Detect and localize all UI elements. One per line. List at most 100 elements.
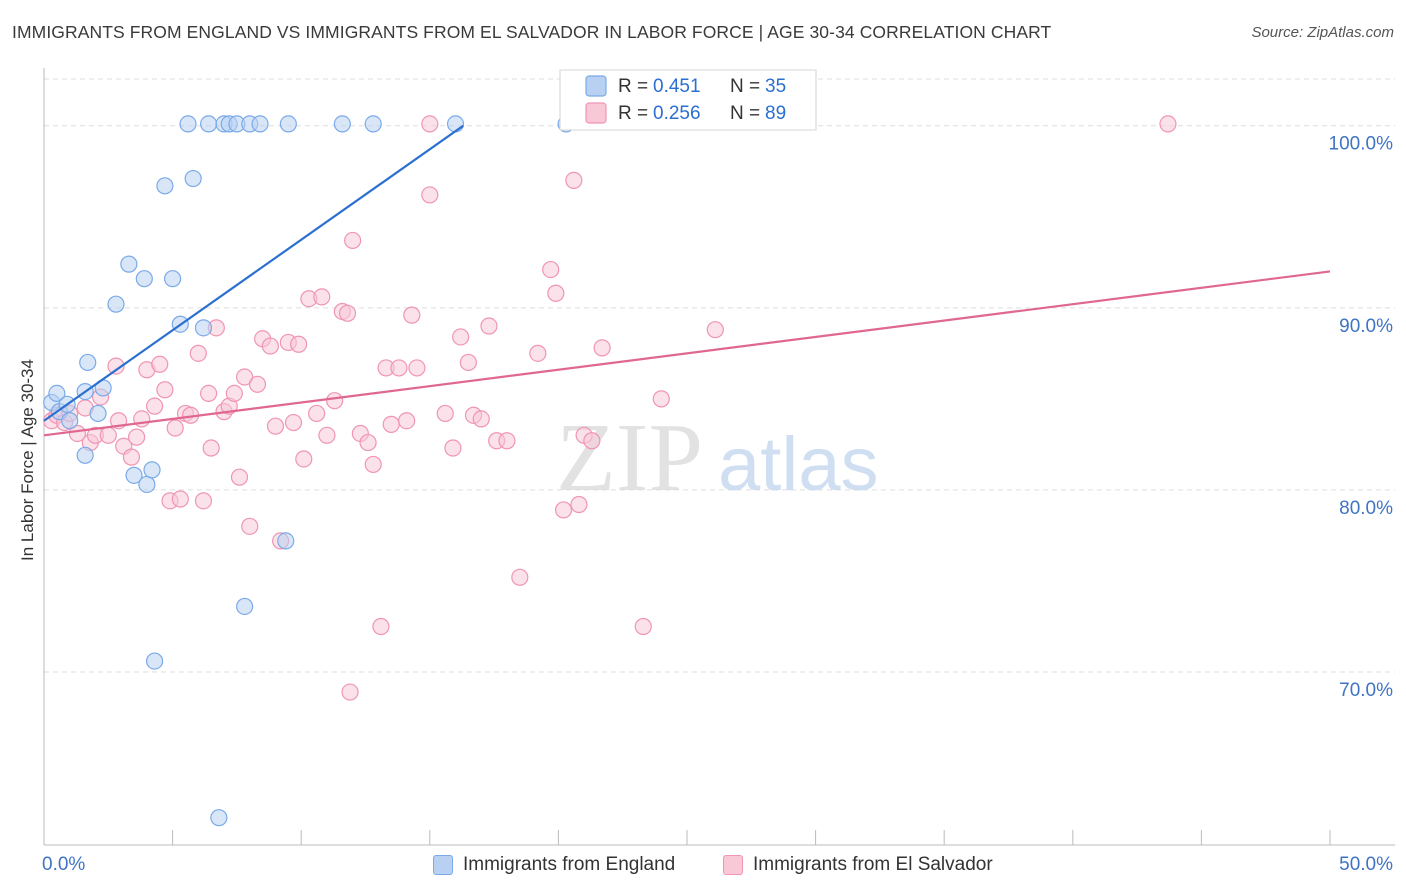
point-england-29 [333, 115, 351, 133]
y-tick-label-1: 90.0% [1339, 316, 1393, 337]
points-england [43, 115, 575, 827]
point-england-11 [120, 255, 138, 273]
point-el-salvador-48 [318, 426, 336, 444]
legend-swatch-england [585, 75, 607, 97]
legend-r-label-el-salvador: R = [618, 103, 648, 124]
point-el-salvador-28 [202, 439, 220, 457]
point-england-17 [164, 270, 182, 288]
point-england-35 [277, 532, 295, 550]
point-el-salvador-42 [284, 413, 303, 432]
point-el-salvador-21 [166, 419, 184, 437]
legend-item-england[interactable]: Immigrants from England [433, 852, 675, 878]
point-el-salvador-88 [421, 115, 439, 133]
point-el-salvador-14 [127, 428, 146, 446]
point-el-salvador-73 [511, 568, 529, 586]
trend-line-england [43, 124, 464, 422]
x-tick-label-1: 50.0% [1339, 854, 1393, 875]
point-england-10 [107, 295, 125, 313]
legend-top: R = 0.451 N = 35 R = 0.256 N = 89 [559, 69, 817, 131]
point-el-salvador-74 [529, 344, 547, 362]
point-el-salvador-33 [230, 468, 249, 486]
point-el-salvador-22 [171, 490, 189, 508]
chart-title: IMMIGRANTS FROM ENGLAND VS IMMIGRANTS FR… [12, 22, 1052, 42]
point-el-salvador-64 [436, 404, 454, 423]
legend-item-el-salvador[interactable]: Immigrants from El Salvador [723, 852, 993, 878]
point-el-salvador-66 [452, 328, 470, 346]
point-england-15 [143, 461, 161, 479]
legend-n-value-el-salvador: 89 [765, 103, 786, 124]
point-england-34 [236, 597, 254, 616]
trend-line-el-salvador [43, 270, 1331, 437]
point-el-salvador-58 [382, 415, 400, 433]
point-el-salvador-13 [122, 448, 141, 466]
point-england-12 [125, 466, 143, 484]
legend-swatch-el-salvador-bottom [723, 855, 743, 875]
point-el-salvador-10 [107, 357, 125, 375]
point-england-19 [179, 115, 197, 133]
point-el-salvador-76 [547, 284, 565, 302]
point-el-salvador-38 [261, 337, 279, 355]
point-el-salvador-63 [421, 186, 439, 204]
point-el-salvador-67 [459, 353, 477, 372]
point-england-13 [138, 475, 156, 494]
point-el-salvador-43 [290, 335, 308, 353]
point-england-36 [210, 809, 228, 827]
point-england-31 [446, 115, 465, 133]
point-england-30 [364, 115, 382, 133]
point-el-salvador-82 [593, 339, 611, 357]
point-el-salvador-86 [1159, 115, 1177, 133]
point-el-salvador-70 [480, 317, 498, 335]
point-england-6 [79, 353, 97, 372]
point-el-salvador-59 [390, 359, 408, 377]
point-england-4 [61, 412, 79, 430]
point-el-salvador-55 [364, 455, 382, 474]
point-el-salvador-83 [634, 617, 652, 636]
legend-swatch-england-bottom [433, 855, 453, 875]
watermark-atlas: atlas [718, 422, 879, 507]
legend-bottom: Immigrants from England Immigrants from … [0, 852, 1406, 878]
point-el-salvador-26 [194, 492, 213, 510]
legend-label-england: Immigrants from England [463, 854, 676, 875]
point-england-22 [200, 115, 218, 133]
point-el-salvador-18 [151, 355, 169, 373]
trend-lines [43, 124, 1331, 437]
x-tick-label-0: 0.0% [42, 854, 85, 875]
point-el-salvador-36 [248, 375, 267, 393]
point-el-salvador-47 [313, 288, 331, 306]
legend-r-value-england: 0.451 [653, 76, 701, 97]
point-el-salvador-65 [444, 439, 462, 457]
point-el-salvador-79 [570, 495, 588, 514]
watermark-zip: ZIP [556, 404, 703, 512]
legend-label-el-salvador: Immigrants from El Salvador [753, 854, 993, 875]
y-tick-label-0: 100.0% [1329, 134, 1394, 155]
point-england-1 [48, 384, 66, 403]
point-el-salvador-72 [498, 432, 516, 450]
point-el-salvador-87 [341, 683, 359, 701]
point-england-9 [76, 446, 94, 464]
point-el-salvador-17 [145, 397, 164, 415]
point-el-salvador-25 [189, 344, 207, 362]
chart-source: Source: ZipAtlas.com [1251, 24, 1394, 41]
legend-n-label-el-salvador: N = [730, 103, 760, 124]
point-england-20 [184, 169, 202, 188]
point-el-salvador-62 [408, 359, 426, 377]
point-el-salvador-78 [565, 171, 583, 189]
point-el-salvador-27 [200, 384, 218, 403]
point-el-salvador-32 [225, 384, 243, 403]
y-tick-label-3: 70.0% [1339, 680, 1393, 701]
point-el-salvador-84 [652, 390, 670, 408]
point-el-salvador-75 [542, 260, 560, 279]
watermark: ZIP atlas [556, 404, 879, 512]
point-el-salvador-19 [156, 381, 174, 399]
point-el-salvador-69 [472, 410, 490, 428]
point-england-16 [156, 177, 174, 195]
point-england-21 [194, 319, 213, 337]
point-el-salvador-46 [308, 404, 326, 423]
point-el-salvador-60 [398, 412, 416, 430]
point-england-27 [251, 115, 269, 133]
point-england-28 [279, 115, 297, 133]
point-el-salvador-56 [372, 617, 390, 636]
point-el-salvador-61 [403, 306, 421, 324]
point-el-salvador-54 [359, 433, 377, 452]
point-el-salvador-49 [326, 392, 344, 410]
